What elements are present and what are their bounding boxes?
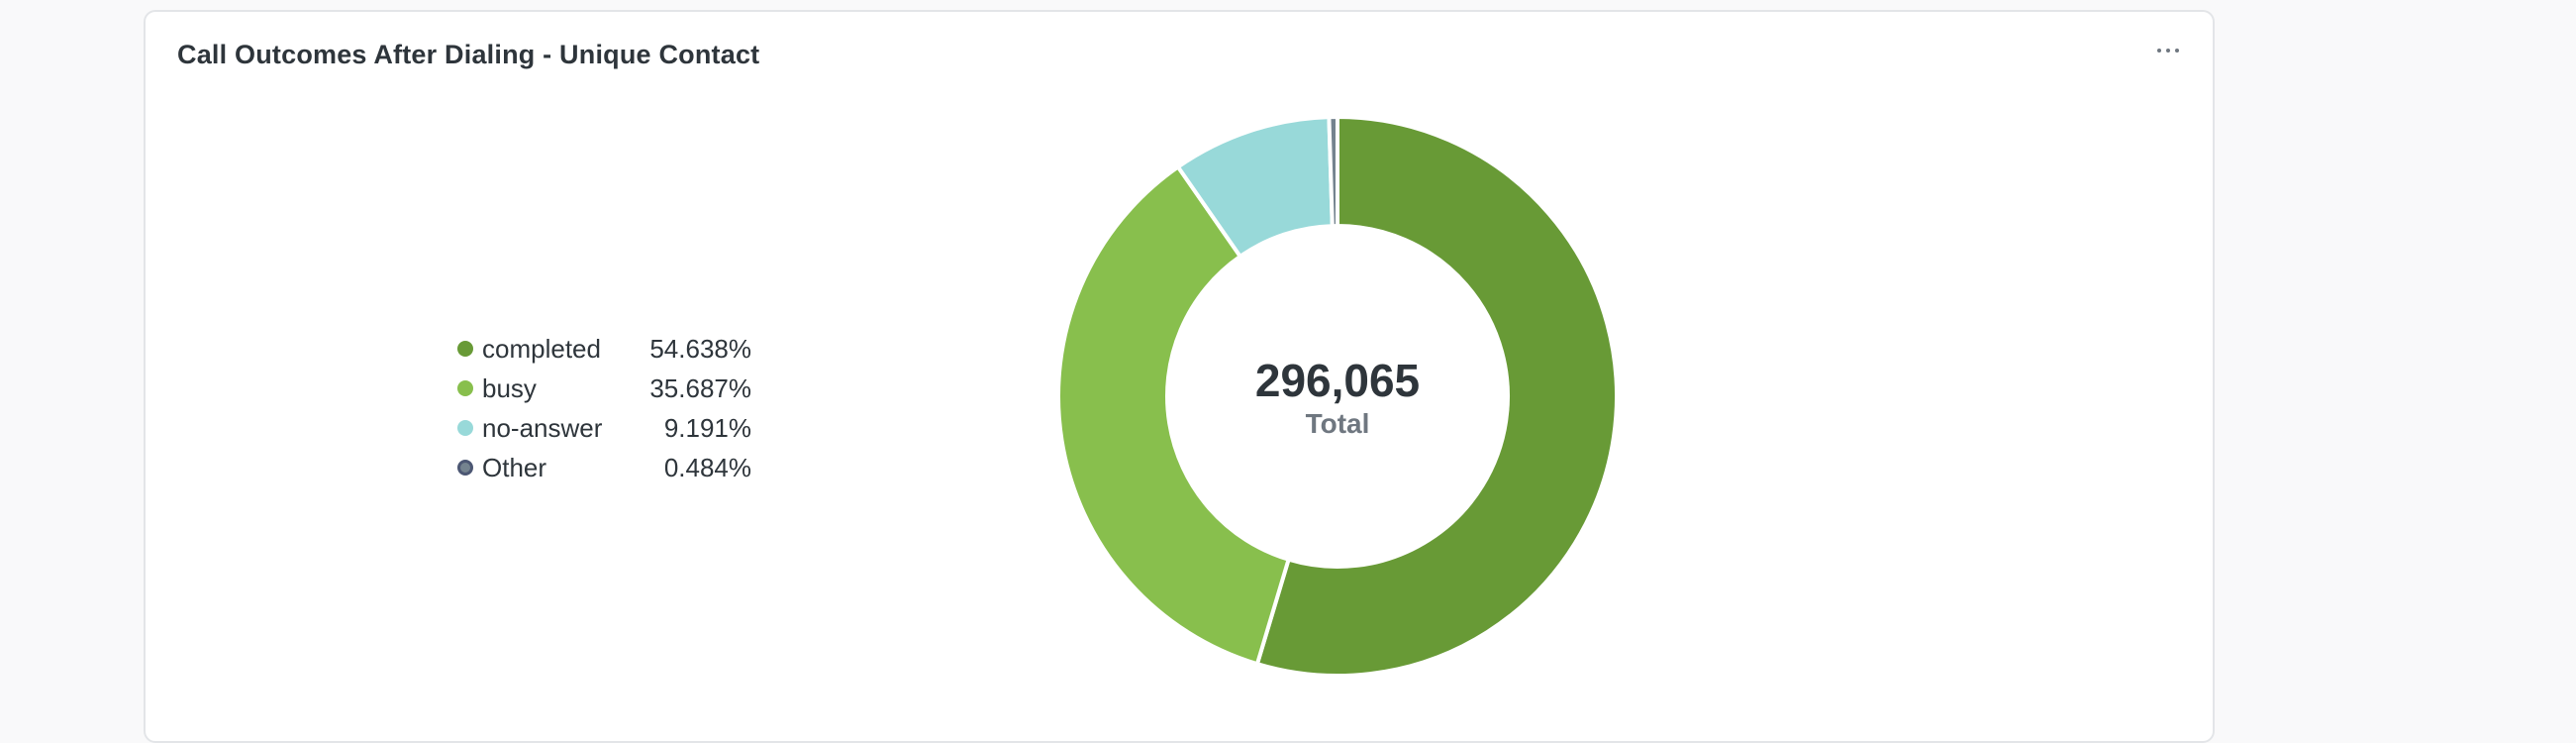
legend-item-busy[interactable]: busy 35.687% — [454, 369, 751, 408]
donut-total-label: Total — [1306, 408, 1370, 439]
chart-legend: completed 54.638% busy 35.687% no-answer… — [454, 329, 751, 487]
donut-total-value: 296,065 — [1255, 355, 1420, 406]
legend-value: 35.687% — [649, 372, 751, 403]
legend-item-completed[interactable]: completed 54.638% — [454, 329, 751, 369]
legend-label: no-answer — [482, 412, 603, 443]
dashboard-card: Call Outcomes After Dialing - Unique Con… — [144, 10, 2215, 743]
card-title: Call Outcomes After Dialing - Unique Con… — [177, 40, 760, 69]
legend-label: completed — [482, 333, 601, 364]
ellipsis-horizontal-icon — [2166, 49, 2170, 53]
legend-value: 54.638% — [649, 333, 751, 364]
ellipsis-horizontal-icon — [2175, 49, 2179, 53]
legend-label: Other — [482, 452, 547, 482]
donut-slice-busy[interactable] — [1056, 163, 1292, 667]
ellipsis-horizontal-icon — [2157, 49, 2161, 53]
legend-label: busy — [482, 372, 537, 403]
legend-swatch — [457, 380, 473, 396]
legend-item-other[interactable]: Other 0.484% — [454, 448, 751, 487]
legend-swatch — [457, 420, 473, 436]
legend-swatch — [457, 341, 473, 357]
legend-item-no-answer[interactable]: no-answer 9.191% — [454, 408, 751, 448]
donut-slice-completed[interactable] — [1254, 114, 1620, 678]
legend-value: 9.191% — [663, 412, 751, 443]
more-options-button[interactable] — [2145, 34, 2191, 67]
donut-slice-other[interactable] — [1327, 114, 1339, 229]
donut-slices — [1056, 114, 1620, 678]
donut-chart: 296,065 Total — [1056, 114, 1620, 678]
legend-swatch — [457, 460, 473, 476]
legend-value: 0.484% — [663, 452, 751, 482]
